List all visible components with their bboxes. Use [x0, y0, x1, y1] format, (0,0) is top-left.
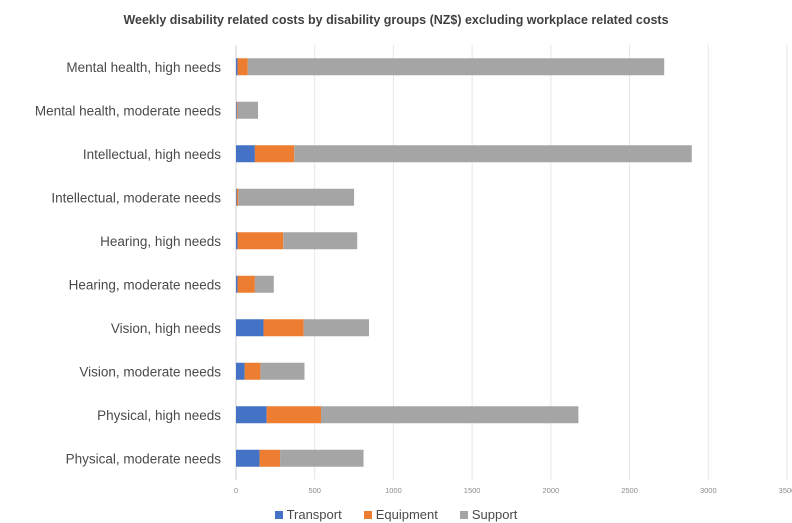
legend-item-transport: Transport: [274, 507, 342, 522]
bar-segment-support: [283, 232, 358, 250]
category-label: Mental health, moderate needs: [35, 103, 221, 118]
bar-segment-transport: [236, 319, 264, 337]
legend: Transport Equipment Support: [0, 507, 792, 522]
bar-segment-transport: [236, 275, 238, 293]
bar-segment-support: [247, 58, 665, 76]
legend-item-support: Support: [459, 507, 518, 522]
bar-segment-support: [303, 319, 370, 337]
legend-label: Transport: [286, 507, 342, 522]
category-label: Physical, moderate needs: [66, 451, 222, 466]
bar-segment-equipment: [254, 145, 295, 163]
category-label: Physical, high needs: [97, 408, 221, 423]
x-axis-ticks: 0 500 1000 1500 2000 2500 3000 3500: [234, 486, 792, 495]
bar-segment-transport: [236, 232, 238, 250]
chart-title: Weekly disability related costs by disab…: [123, 13, 669, 27]
bar-segment-equipment: [237, 232, 284, 250]
category-label: Vision, moderate needs: [79, 364, 221, 379]
x-tick-label: 3000: [700, 486, 717, 495]
bar-segment-equipment: [237, 275, 255, 293]
category-labels: Mental health, high needs Mental health, …: [35, 60, 221, 467]
bar-segment-transport: [236, 188, 237, 206]
bar-segment-equipment: [263, 319, 304, 337]
bar-segment-equipment: [236, 101, 238, 119]
legend-swatch: [274, 510, 283, 519]
bar-segment-equipment: [266, 406, 322, 424]
legend-swatch: [363, 510, 372, 519]
bar-segment-support: [260, 362, 305, 380]
category-label: Intellectual, high needs: [83, 147, 221, 162]
category-label: Intellectual, moderate needs: [51, 190, 221, 205]
bar-segment-support: [237, 101, 259, 119]
bar-segment-transport: [236, 58, 238, 76]
bar-segment-support: [280, 449, 364, 467]
category-label: Mental health, high needs: [66, 60, 221, 75]
x-tick-label: 1500: [464, 486, 481, 495]
bar-segment-equipment: [236, 188, 239, 206]
x-tick-label: 1000: [385, 486, 402, 495]
category-label: Hearing, moderate needs: [69, 277, 222, 292]
x-tick-label: 3500: [779, 486, 792, 495]
bar-segment-transport: [236, 406, 267, 424]
bar-segment-equipment: [237, 58, 248, 76]
bar-segment-equipment: [244, 362, 261, 380]
bar-segment-equipment: [259, 449, 281, 467]
x-tick-label: 2000: [543, 486, 560, 495]
x-tick-label: 500: [308, 486, 321, 495]
bar-segment-support: [294, 145, 692, 163]
category-label: Vision, high needs: [111, 321, 221, 336]
legend-label: Support: [471, 507, 518, 522]
legend-swatch: [459, 510, 468, 519]
bar-segment-transport: [236, 449, 260, 467]
bar-segment-support: [254, 275, 274, 293]
legend-item-equipment: Equipment: [363, 507, 438, 522]
legend-label: Equipment: [375, 507, 438, 522]
x-tick-label: 0: [234, 486, 238, 495]
bar-segment-support: [238, 188, 355, 206]
category-label: Hearing, high needs: [100, 234, 221, 249]
x-tick-label: 2500: [621, 486, 638, 495]
bar-segment-support: [321, 406, 579, 424]
bar-segment-transport: [236, 101, 237, 119]
bar-segment-transport: [236, 362, 245, 380]
bar-segment-transport: [236, 145, 255, 163]
bars: [236, 58, 692, 467]
